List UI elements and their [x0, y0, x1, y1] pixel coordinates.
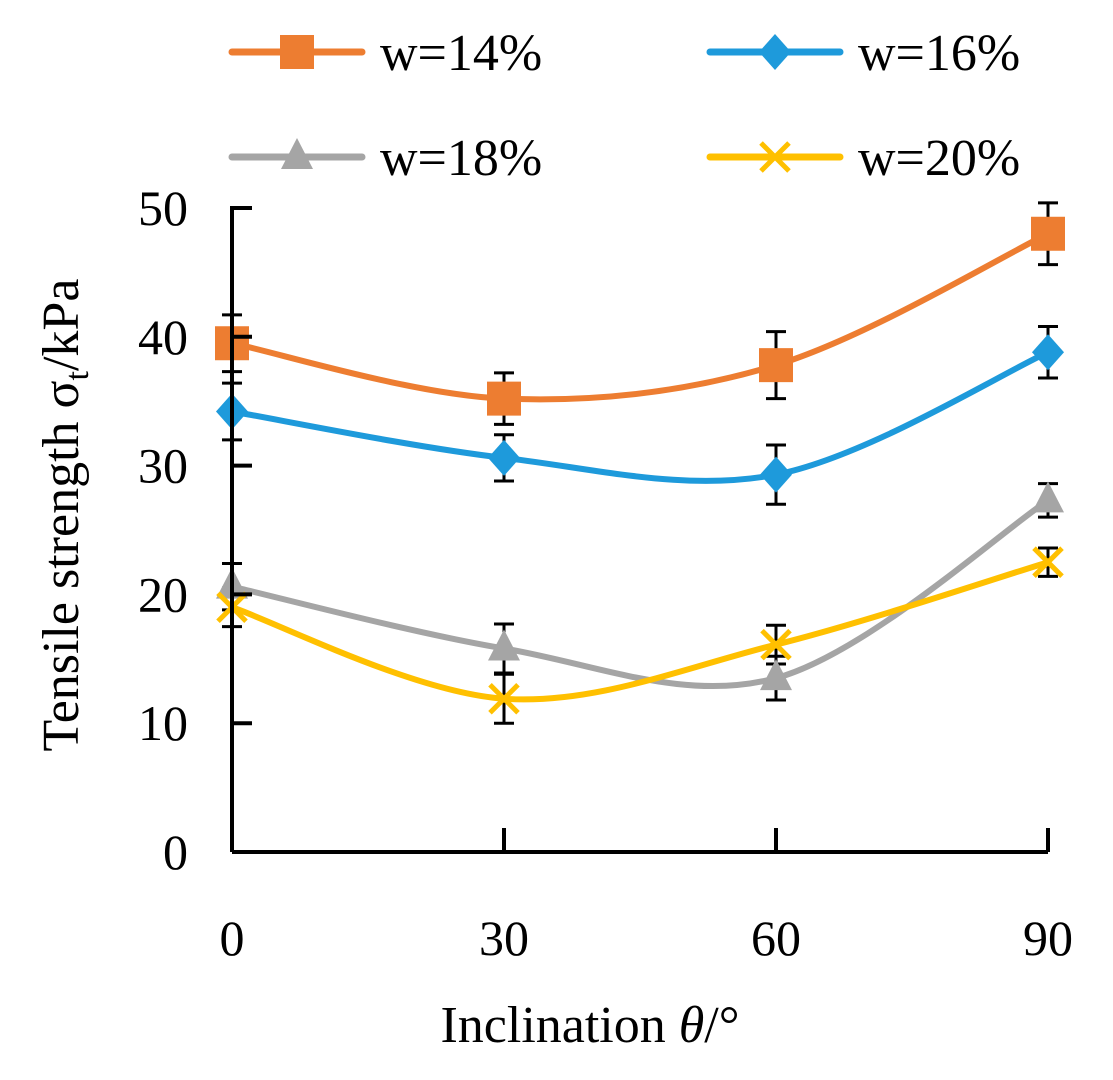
- data-point: [760, 628, 792, 661]
- legend-marker: [280, 35, 314, 69]
- data-point: [759, 348, 793, 383]
- y-tick-label: 10: [138, 695, 188, 751]
- legend-marker: [759, 34, 791, 70]
- legend-marker: [281, 138, 313, 169]
- plot-area: [215, 201, 1065, 854]
- x-tick-label: 90: [1023, 910, 1073, 966]
- legend-label: w=16%: [858, 25, 1020, 82]
- y-axis-title: Tensile strength σt/kPa: [33, 279, 96, 752]
- data-point: [1032, 481, 1064, 513]
- x-tick-label: 60: [751, 910, 801, 966]
- data-point: [488, 682, 520, 715]
- series-line: [229, 349, 1051, 484]
- series-line: [229, 230, 1051, 403]
- legend-item: w=16%: [706, 25, 1020, 82]
- legend-label: w=20%: [858, 130, 1020, 187]
- data-point: [488, 439, 520, 476]
- y-tick-label: 40: [138, 309, 188, 365]
- y-tick-label: 30: [138, 438, 188, 494]
- data-point: [487, 381, 521, 416]
- legend-label: w=18%: [380, 130, 542, 187]
- y-tick-label: 0: [163, 824, 188, 880]
- data-point: [1032, 546, 1064, 578]
- legend: w=14% w=16% w=18% w=20%: [228, 25, 1020, 187]
- data-point: [1031, 216, 1065, 251]
- x-tick-label: 30: [479, 910, 529, 966]
- legend-label: w=14%: [380, 25, 542, 82]
- x-axis-title: Inclination θ/°: [440, 997, 739, 1054]
- error-bars: [222, 201, 1058, 725]
- legend-marker: [759, 141, 791, 173]
- series-lines: [229, 230, 1051, 703]
- legend-item: w=14%: [228, 25, 542, 82]
- data-point: [760, 456, 792, 493]
- data-point: [1032, 334, 1064, 371]
- series-line: [229, 559, 1051, 703]
- tick-labels: 0 10 20 30 40 50 0 30 60 90: [138, 180, 1073, 966]
- axes: [230, 206, 1050, 854]
- y-tick-label: 20: [138, 566, 188, 622]
- data-point: [760, 659, 792, 691]
- legend-item: w=20%: [706, 130, 1020, 187]
- data-point: [488, 629, 520, 661]
- x-tick-label: 0: [220, 910, 245, 966]
- legend-item: w=18%: [228, 130, 542, 187]
- y-tick-label: 50: [138, 180, 188, 236]
